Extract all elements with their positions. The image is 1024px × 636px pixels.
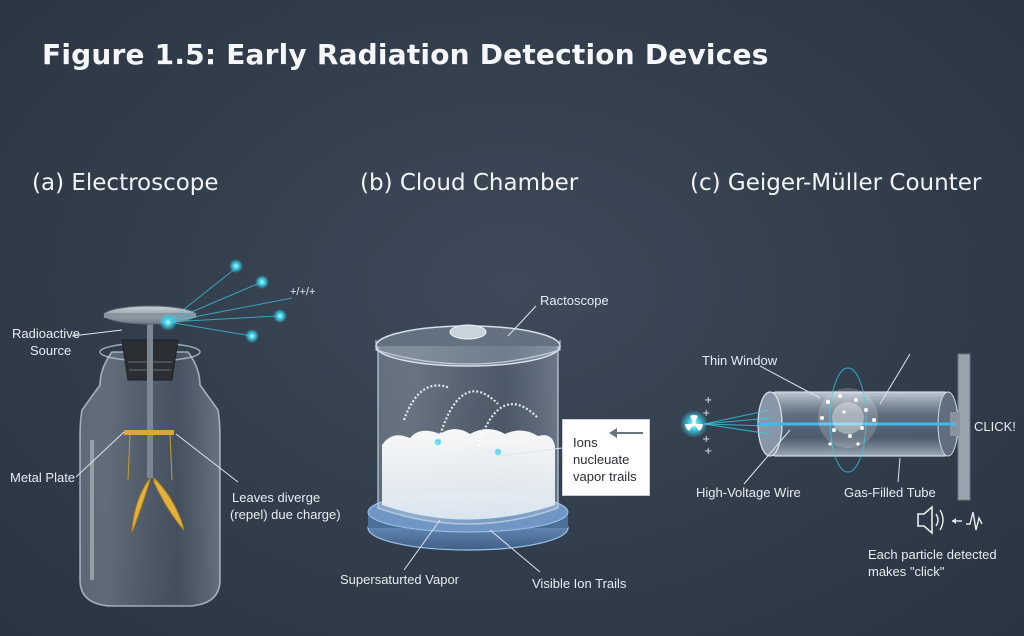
label-supersaturated-vapor: Supersaturted Vapor bbox=[340, 572, 459, 587]
label-click-note: Each particle detected makes "click" bbox=[868, 546, 997, 580]
label-click-note-line2: makes "click" bbox=[868, 564, 945, 579]
label-metal-plate: Metal Plate bbox=[10, 470, 76, 485]
callout-text: Ions nucleuate vapor trails bbox=[573, 434, 637, 485]
callout-line2: nucleuate bbox=[573, 452, 630, 467]
label-thin-window: Thin Window bbox=[702, 353, 778, 368]
label-click-note-line1: Each particle detected bbox=[868, 547, 997, 562]
label-gas-filled-tube: Gas-Filled Tube bbox=[844, 485, 936, 500]
label-leaves-line1: Leaves diverge bbox=[232, 490, 321, 505]
radiation-trefoil-icon bbox=[685, 415, 703, 431]
speaker-icon bbox=[917, 505, 944, 535]
label-chamber-lid: Ractoscope bbox=[540, 293, 609, 308]
svg-text:+: + bbox=[702, 408, 710, 419]
callout-line1: Ions bbox=[573, 435, 598, 450]
electroscope-jar bbox=[79, 305, 221, 607]
panel-title-cloud-chamber: (b) Cloud Chamber bbox=[360, 170, 579, 196]
svg-text:+: + bbox=[704, 446, 712, 457]
label-click: CLICK! bbox=[974, 419, 1016, 434]
electroscope-radiation-rays bbox=[159, 259, 293, 343]
click-signal-icon bbox=[952, 511, 983, 531]
panel-title-electroscope: (a) Electroscope bbox=[32, 170, 219, 196]
callout-line3: vapor trails bbox=[573, 469, 637, 484]
label-leaves-line2: (repel) due charge) bbox=[230, 507, 341, 522]
label-visible-ion-trails: Visible Ion Trails bbox=[532, 576, 627, 591]
label-ions-glyph: +/+/+ bbox=[290, 286, 316, 298]
svg-text:+: + bbox=[702, 434, 710, 445]
label-high-voltage-wire: High-Voltage Wire bbox=[696, 485, 801, 500]
label-radioactive-source: Radioactive Source bbox=[12, 325, 80, 359]
label-radioactive-source-line2: Source bbox=[30, 343, 72, 358]
cloud-chamber bbox=[367, 324, 569, 551]
label-radioactive-source-line1: Radioactive bbox=[12, 326, 80, 341]
figure-title: Figure 1.5: Early Radiation Detection De… bbox=[42, 38, 769, 71]
label-leaves-diverge: Leaves diverge (repel) due charge) bbox=[230, 489, 341, 523]
geiger-incoming-radiation: + + + + bbox=[680, 395, 771, 457]
svg-text:+: + bbox=[704, 395, 712, 406]
ions-callout-box: Ions nucleuate vapor trails bbox=[562, 419, 650, 496]
panel-title-geiger-counter: (c) Geiger-Müller Counter bbox=[690, 170, 982, 196]
arrow-left-icon bbox=[609, 428, 643, 438]
geiger-tube bbox=[757, 353, 971, 501]
